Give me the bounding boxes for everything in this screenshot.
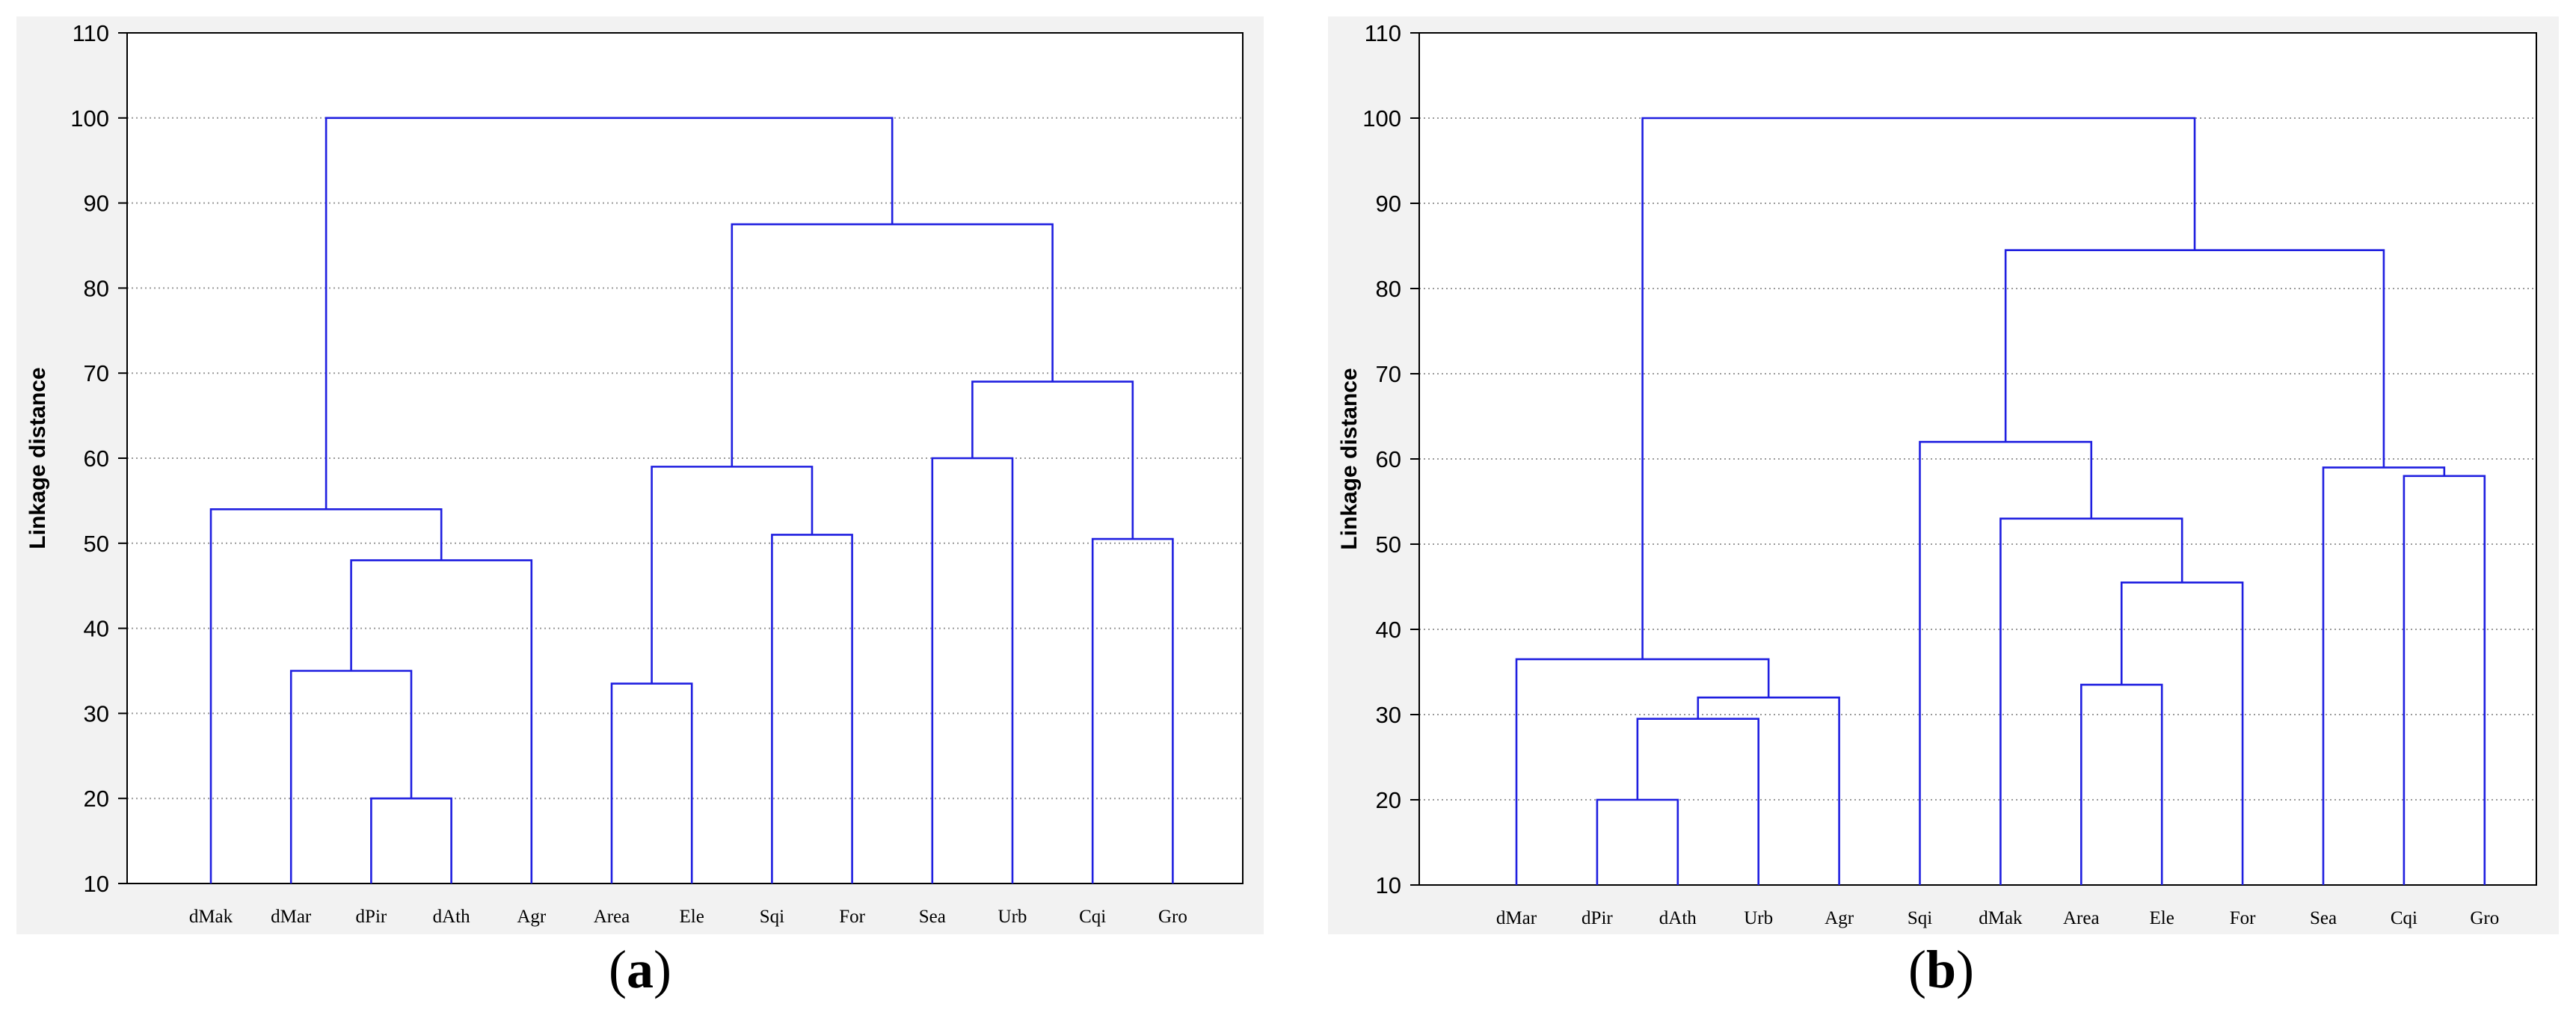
leaf-label-b-Sqi: Sqi bbox=[1908, 908, 1932, 928]
dendrogram-chart-a: 10 20 30 40 50 60 70 80 90 100 110 Linkage distance… bbox=[25, 20, 1244, 927]
caption-a-open: ( bbox=[609, 940, 627, 999]
y-tick-label-a-70: 70 bbox=[84, 360, 109, 386]
leaf-label-b-Urb: Urb bbox=[1744, 908, 1773, 928]
leaf-label-a-For: For bbox=[839, 907, 865, 927]
y-tick-label-b-50: 50 bbox=[1376, 531, 1401, 558]
leaf-label-a-Agr: Agr bbox=[517, 907, 547, 927]
y-axis-label-a: Linkage distance bbox=[25, 367, 50, 549]
leaf-label-a-Gro: Gro bbox=[1158, 907, 1187, 927]
leaf-label-b-dAth: dAth bbox=[1659, 908, 1697, 928]
leaf-label-b-dPir: dPir bbox=[1581, 908, 1613, 928]
y-tick-label-b-60: 60 bbox=[1376, 446, 1401, 472]
leaf-label-b-Sea: Sea bbox=[2310, 908, 2337, 928]
caption-a-letter: a bbox=[627, 940, 654, 999]
leaf-label-a-Cqi: Cqi bbox=[1079, 907, 1106, 927]
leaf-label-a-Sea: Sea bbox=[919, 907, 946, 927]
dendrogram-panel-a: 10 20 30 40 50 60 70 80 90 100 110 Linkage distance… bbox=[16, 16, 1264, 934]
leaf-label-a-dMak: dMak bbox=[189, 907, 233, 927]
leaf-label-a-Ele: Ele bbox=[680, 907, 704, 927]
leaf-label-a-dMar: dMar bbox=[271, 907, 312, 927]
leaf-label-b-dMak: dMak bbox=[1979, 908, 2023, 928]
caption-b-open: ( bbox=[1908, 940, 1926, 999]
leaf-label-b-Gro: Gro bbox=[2470, 908, 2499, 928]
leaf-label-a-dPir: dPir bbox=[356, 907, 387, 927]
y-tick-label-b-10: 10 bbox=[1376, 872, 1401, 898]
y-tick-label-a-80: 80 bbox=[84, 275, 109, 301]
y-tick-label-a-60: 60 bbox=[84, 445, 109, 472]
y-tick-label-a-50: 50 bbox=[84, 531, 109, 557]
plot-frame-a bbox=[126, 32, 1244, 884]
leaf-label-b-Area: Area bbox=[2063, 908, 2100, 928]
y-tick-label-a-10: 10 bbox=[84, 871, 109, 897]
y-tick-label-a-40: 40 bbox=[84, 616, 109, 642]
y-tick-label-b-80: 80 bbox=[1376, 276, 1401, 302]
caption-b: (b) bbox=[1829, 939, 2053, 1001]
y-axis-label-b: Linkage distance bbox=[1337, 368, 1362, 549]
y-tick-label-a-100: 100 bbox=[70, 105, 109, 132]
dendrogram-chart-b: 10 20 30 40 50 60 70 80 90 100 110 Linkage distance… bbox=[1337, 20, 2537, 928]
y-tick-label-b-90: 90 bbox=[1376, 191, 1401, 217]
dendrogram-panel-b: 10 20 30 40 50 60 70 80 90 100 110 Linkage distance… bbox=[1328, 16, 2559, 934]
y-tick-label-b-40: 40 bbox=[1376, 617, 1401, 643]
caption-a-close: ) bbox=[654, 940, 671, 999]
y-tick-label-b-110: 110 bbox=[1365, 20, 1401, 46]
y-tick-label-b-100: 100 bbox=[1362, 105, 1401, 132]
plot-area-b bbox=[1419, 33, 2536, 885]
plot-frame-b bbox=[1418, 32, 2537, 886]
dendrogram-link-b-11 bbox=[1641, 117, 2196, 659]
y-tick-label-a-90: 90 bbox=[84, 191, 109, 217]
leaf-label-a-Area: Area bbox=[594, 907, 630, 927]
caption-b-letter: b bbox=[1925, 940, 1957, 999]
caption-a: (a) bbox=[528, 939, 752, 1001]
leaf-label-b-Ele: Ele bbox=[2150, 908, 2174, 928]
leaf-label-b-For: For bbox=[2230, 908, 2256, 928]
leaf-label-a-Sqi: Sqi bbox=[760, 907, 784, 927]
y-tick-label-a-20: 20 bbox=[84, 786, 109, 812]
y-tick-label-a-30: 30 bbox=[84, 700, 109, 727]
leaf-label-b-Cqi: Cqi bbox=[2391, 908, 2417, 928]
leaf-label-b-dMar: dMar bbox=[1496, 908, 1537, 928]
leaf-label-b-Agr: Agr bbox=[1825, 908, 1854, 928]
caption-b-close: ) bbox=[1956, 940, 1974, 999]
y-tick-label-b-20: 20 bbox=[1376, 787, 1401, 813]
leaf-label-a-Urb: Urb bbox=[998, 907, 1027, 927]
leaf-label-a-dAth: dAth bbox=[433, 907, 471, 927]
dendrogram-link-a-11 bbox=[325, 117, 894, 510]
y-tick-label-b-30: 30 bbox=[1376, 702, 1401, 728]
y-tick-label-a-110: 110 bbox=[73, 20, 109, 46]
y-tick-label-b-70: 70 bbox=[1376, 361, 1401, 387]
